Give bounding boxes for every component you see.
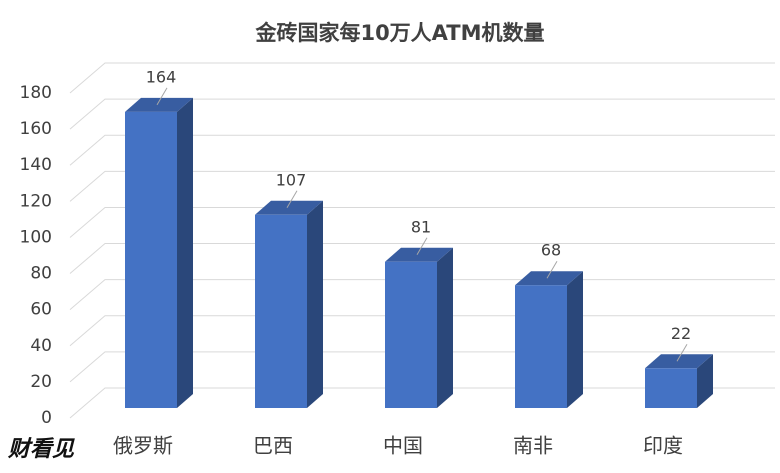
bar [645, 368, 697, 408]
watermark: 财看见 [7, 437, 75, 462]
y-tick-label: 160 [20, 119, 52, 139]
value-label: 107 [276, 170, 307, 189]
bar [125, 111, 177, 408]
bar-side [307, 200, 323, 408]
y-tick-label: 60 [30, 300, 52, 320]
leader-line [676, 344, 688, 362]
x-tick-label: 巴西 [253, 434, 293, 458]
y-tick-label: 80 [30, 264, 52, 284]
grid-line [69, 98, 775, 130]
leader-line [156, 87, 168, 106]
bar-top [515, 271, 583, 286]
chart-title: 金砖国家每10万人ATM机数量 [254, 21, 544, 45]
x-tick-label: 印度 [643, 434, 683, 458]
y-tick-label: 40 [30, 336, 52, 356]
y-tick-label: 0 [41, 408, 52, 428]
grid-line [69, 62, 775, 94]
bar-side [177, 97, 193, 408]
x-tick-label: 南非 [513, 434, 553, 458]
bar-top [385, 247, 453, 262]
bar-top [645, 354, 713, 369]
bar-side [567, 271, 583, 408]
y-tick-label: 140 [20, 155, 52, 175]
grid-line [69, 243, 775, 274]
leader-line [416, 237, 428, 256]
bar [515, 285, 567, 408]
value-label: 22 [671, 324, 691, 343]
x-tick-label: 中国 [383, 434, 423, 458]
value-label: 164 [146, 67, 177, 86]
bar-top [125, 97, 193, 112]
leader-line [286, 190, 298, 209]
bar-side [697, 354, 713, 408]
bar [255, 214, 307, 408]
grid-line [69, 206, 775, 238]
grid-line [69, 134, 775, 166]
bar-side [437, 247, 453, 408]
bar [385, 261, 437, 408]
y-tick-label: 100 [20, 227, 52, 247]
y-tick-label: 120 [20, 191, 52, 211]
leader-line [546, 260, 558, 279]
y-tick-label: 20 [30, 372, 52, 392]
value-label: 68 [541, 241, 561, 260]
x-tick-label: 俄罗斯 [113, 434, 173, 458]
y-tick-label: 180 [20, 83, 52, 103]
bar-top [255, 200, 323, 215]
value-label: 81 [411, 217, 431, 236]
grid-line [69, 170, 775, 202]
